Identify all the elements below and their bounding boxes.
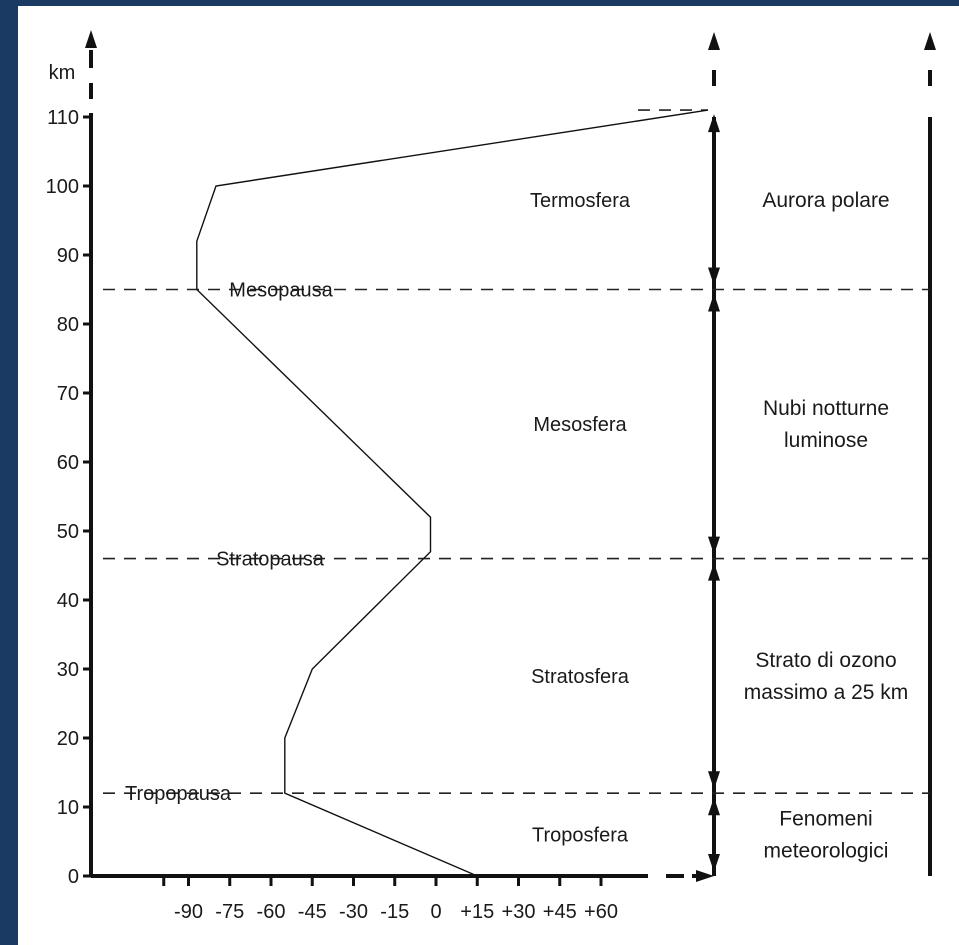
layer-arrow-up xyxy=(708,114,720,133)
y-tick-label: 60 xyxy=(57,452,79,474)
boundary-label: Stratopausa xyxy=(216,549,325,571)
layer-arrow-down xyxy=(708,854,720,872)
y-tick-label: 50 xyxy=(57,521,79,543)
layer-arrow-up xyxy=(708,562,720,581)
phenomenon-label: Aurora polare xyxy=(762,189,889,212)
x-tick-label: -75 xyxy=(215,901,244,923)
y-tick-label: 110 xyxy=(47,107,79,129)
x-tick-label: +30 xyxy=(502,901,536,923)
y-tick-label: 70 xyxy=(57,383,79,405)
y-tick-label: 40 xyxy=(57,590,79,612)
temperature-profile xyxy=(196,109,709,877)
x-tick-label: -90 xyxy=(174,901,203,923)
layer-arrow-up xyxy=(708,293,720,312)
y-tick-label: 20 xyxy=(57,728,79,750)
x-tick-label: -15 xyxy=(380,901,409,923)
x-axis-arrow xyxy=(696,870,714,882)
phenomenon-label: meteorologici xyxy=(764,840,889,863)
y-tick-label: 10 xyxy=(57,797,79,819)
profile-line xyxy=(196,109,709,877)
phenomenon-label: Fenomeni xyxy=(779,808,872,831)
chart-panel: km 0 10 20 30 40 50 60 70 80 90 100 110 -90 -75 -60 -45-… xyxy=(18,6,959,945)
x-tick-label: +15 xyxy=(460,901,494,923)
layer-arrow-down xyxy=(708,771,720,790)
phenomenon-label: Strato di ozono xyxy=(755,649,896,672)
layer-arrow-up xyxy=(708,797,720,816)
x-tick-label: -45 xyxy=(298,901,327,923)
y-tick-label: 80 xyxy=(57,314,79,336)
phenomenon-label: massimo a 25 km xyxy=(744,681,909,704)
x-tick-label: 0 xyxy=(430,901,441,923)
y-axis-arrow xyxy=(85,30,97,48)
boundary-lines xyxy=(103,109,930,795)
layer-arrow-down xyxy=(708,267,720,286)
y-tick-label: 100 xyxy=(46,176,79,198)
layer-name: Termosfera xyxy=(530,190,631,212)
boundary-label: Mesopausa xyxy=(229,280,333,302)
layer-arrow-down xyxy=(708,536,720,555)
y-tick-label: 0 xyxy=(68,866,79,888)
phenomenon-label: luminose xyxy=(784,429,868,452)
layer-name: Troposfera xyxy=(532,825,629,847)
right-axis-arrow xyxy=(708,32,720,50)
boundary-label: Tropopausa xyxy=(125,783,232,805)
layer-name: Mesosfera xyxy=(533,414,627,436)
phenomenon-label: Nubi notturne xyxy=(763,397,889,420)
x-tick-label: -30 xyxy=(339,901,368,923)
x-tick-label: +60 xyxy=(584,901,618,923)
y-tick-label: 90 xyxy=(57,245,79,267)
x-tick-label: -60 xyxy=(257,901,286,923)
layer-name: Stratosfera xyxy=(531,666,630,688)
chart-labels: Tropopausa Stratopausa Mesopausa Troposfera… xyxy=(125,114,908,872)
y-axis-unit: km xyxy=(49,62,76,84)
right-axis-arrow xyxy=(924,32,936,50)
x-tick-label: +45 xyxy=(543,901,577,923)
y-tick-label: 30 xyxy=(57,659,79,681)
